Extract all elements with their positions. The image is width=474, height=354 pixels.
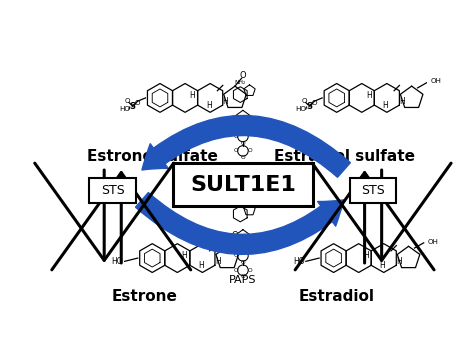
Text: O: O xyxy=(239,71,246,80)
Text: O: O xyxy=(241,247,245,252)
FancyArrowPatch shape xyxy=(142,115,350,177)
Text: O: O xyxy=(241,155,245,160)
FancyBboxPatch shape xyxy=(173,163,313,206)
Text: Estradiol: Estradiol xyxy=(299,289,375,304)
Text: PAPS: PAPS xyxy=(229,275,257,285)
Text: HO: HO xyxy=(293,257,305,266)
Text: H: H xyxy=(396,257,402,266)
Text: O: O xyxy=(241,141,245,145)
Text: O: O xyxy=(241,127,245,132)
Text: H: H xyxy=(366,91,372,99)
Text: Estrone sulfate: Estrone sulfate xyxy=(87,149,218,164)
Text: H: H xyxy=(363,251,369,260)
FancyBboxPatch shape xyxy=(350,178,396,202)
Text: SULT1E1: SULT1E1 xyxy=(190,175,296,195)
Text: H: H xyxy=(215,257,220,266)
Text: O: O xyxy=(241,260,245,265)
Text: O: O xyxy=(301,98,307,104)
Text: O: O xyxy=(234,253,238,258)
Text: O: O xyxy=(311,100,317,106)
Text: H: H xyxy=(383,101,388,110)
Text: O: O xyxy=(234,148,238,153)
FancyArrowPatch shape xyxy=(136,193,344,255)
Text: O: O xyxy=(241,274,245,279)
Text: O: O xyxy=(125,98,130,104)
Text: H: H xyxy=(399,97,405,106)
Text: H: H xyxy=(379,261,385,270)
Text: H: H xyxy=(182,251,187,260)
Text: O: O xyxy=(135,100,140,106)
Text: STS: STS xyxy=(361,184,385,197)
Text: Estradiol sulfate: Estradiol sulfate xyxy=(274,149,415,164)
Text: NH₂: NH₂ xyxy=(235,200,246,205)
Text: PAP: PAP xyxy=(233,172,253,182)
Text: S: S xyxy=(306,102,312,111)
Text: H: H xyxy=(198,261,204,270)
Text: STS: STS xyxy=(101,184,125,197)
Text: O: O xyxy=(234,134,238,139)
Text: HO: HO xyxy=(112,257,123,266)
Text: O: O xyxy=(247,148,252,153)
Text: O: O xyxy=(232,231,238,240)
FancyBboxPatch shape xyxy=(90,178,136,202)
Text: NH₂: NH₂ xyxy=(235,80,246,85)
Text: OH: OH xyxy=(428,239,438,245)
Text: HO: HO xyxy=(119,106,130,112)
Text: S: S xyxy=(129,102,136,111)
Text: O: O xyxy=(234,268,238,273)
Text: Estrone: Estrone xyxy=(111,289,177,304)
Text: H: H xyxy=(206,101,211,110)
Text: H: H xyxy=(190,91,195,99)
Text: H: H xyxy=(223,97,228,106)
Text: OH: OH xyxy=(431,78,442,84)
Text: O: O xyxy=(247,268,252,273)
Text: HO: HO xyxy=(296,106,307,112)
